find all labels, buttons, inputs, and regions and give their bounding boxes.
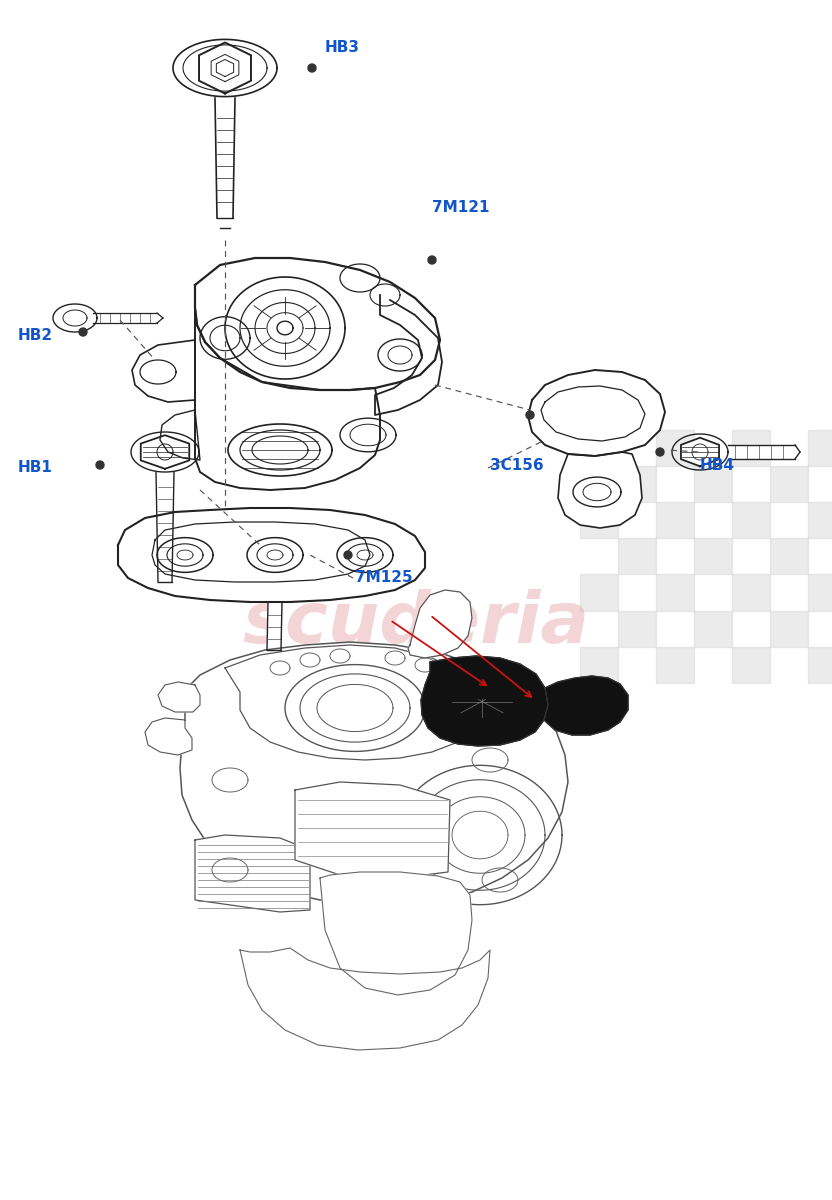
Text: 3C156: 3C156 xyxy=(490,458,543,473)
Bar xyxy=(580,647,618,683)
Polygon shape xyxy=(195,308,380,490)
Bar xyxy=(808,502,832,539)
Polygon shape xyxy=(544,676,628,734)
Polygon shape xyxy=(141,436,189,469)
Text: 7M125: 7M125 xyxy=(355,570,413,584)
Text: 7M121: 7M121 xyxy=(432,200,489,215)
Polygon shape xyxy=(728,445,795,458)
Circle shape xyxy=(428,256,436,264)
Bar xyxy=(618,466,656,502)
Polygon shape xyxy=(132,340,195,402)
Bar xyxy=(580,502,618,539)
Polygon shape xyxy=(180,642,568,904)
Text: HB3: HB3 xyxy=(325,40,360,55)
Bar xyxy=(694,539,732,575)
Polygon shape xyxy=(267,602,282,650)
Polygon shape xyxy=(421,656,548,746)
Bar xyxy=(732,502,770,539)
Circle shape xyxy=(526,410,534,419)
Polygon shape xyxy=(558,452,642,528)
Bar xyxy=(618,611,656,647)
Circle shape xyxy=(656,448,664,456)
Bar xyxy=(808,430,832,466)
Polygon shape xyxy=(118,508,425,602)
Polygon shape xyxy=(295,782,450,878)
Bar xyxy=(808,575,832,611)
Polygon shape xyxy=(160,410,200,460)
Bar xyxy=(732,575,770,611)
Polygon shape xyxy=(156,472,174,582)
Polygon shape xyxy=(215,98,235,218)
Bar xyxy=(732,647,770,683)
Bar xyxy=(808,647,832,683)
Text: c o m p a r t s: c o m p a r t s xyxy=(310,664,522,692)
Polygon shape xyxy=(93,313,160,323)
Bar xyxy=(694,611,732,647)
Bar xyxy=(770,539,808,575)
Polygon shape xyxy=(195,258,440,390)
Polygon shape xyxy=(145,718,192,755)
Polygon shape xyxy=(320,872,472,995)
Circle shape xyxy=(79,328,87,336)
Polygon shape xyxy=(408,590,472,658)
Polygon shape xyxy=(681,438,719,467)
Polygon shape xyxy=(195,835,310,912)
Circle shape xyxy=(344,551,352,559)
Bar xyxy=(656,430,694,466)
Bar xyxy=(580,575,618,611)
Bar xyxy=(656,575,694,611)
Bar xyxy=(770,466,808,502)
Polygon shape xyxy=(225,646,482,760)
Text: scuderia: scuderia xyxy=(242,589,590,659)
Polygon shape xyxy=(375,295,442,415)
Bar xyxy=(656,647,694,683)
Polygon shape xyxy=(158,682,200,712)
Polygon shape xyxy=(528,370,665,456)
Circle shape xyxy=(308,64,316,72)
Bar xyxy=(732,430,770,466)
Polygon shape xyxy=(240,948,490,1050)
Bar xyxy=(656,502,694,539)
Bar xyxy=(770,611,808,647)
Text: HB2: HB2 xyxy=(18,328,53,343)
Bar xyxy=(618,539,656,575)
Text: HB4: HB4 xyxy=(700,458,735,473)
Bar xyxy=(580,430,618,466)
Circle shape xyxy=(96,461,104,469)
Bar xyxy=(694,466,732,502)
Text: HB1: HB1 xyxy=(18,460,53,475)
Polygon shape xyxy=(199,42,251,94)
